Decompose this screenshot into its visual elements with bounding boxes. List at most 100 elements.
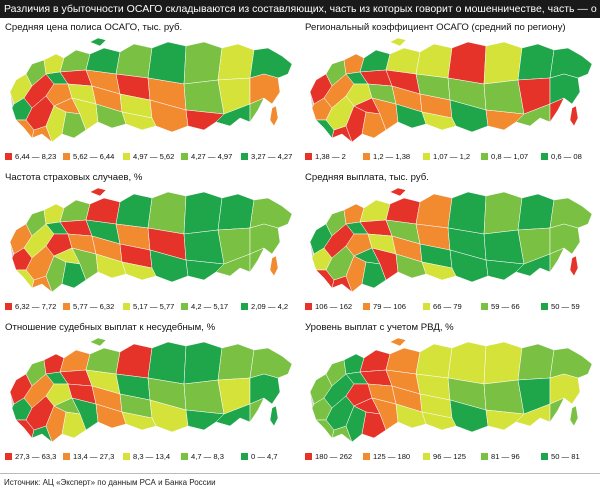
russia-map [9, 187, 293, 293]
map-region [249, 223, 281, 255]
legend-item: 4,27 — 4,97 [181, 151, 232, 161]
map-region [359, 199, 391, 223]
map-region [359, 349, 391, 373]
panel-title: Отношение судебных выплат к несудебным, … [5, 322, 216, 333]
map-panel-claims-frequency: Частота страховых случаев, % 6,32 — 7,72… [2, 170, 298, 316]
map-region [485, 109, 525, 131]
map-panel-average-payout: Средняя выплата, тыс. руб. 106 — 162 79 —… [302, 170, 598, 316]
map-region [549, 97, 565, 123]
legend-item: 0,8 — 1,07 [481, 151, 528, 161]
map-region [185, 109, 225, 131]
map-region [549, 373, 581, 405]
legend-item: 5,62 — 6,44 [63, 151, 114, 161]
map-region [483, 41, 523, 85]
map-region [361, 411, 387, 439]
legend-swatch [363, 302, 370, 310]
map-region [249, 247, 265, 273]
map-region [95, 253, 127, 279]
russia-map [309, 337, 593, 443]
map-region [61, 261, 87, 289]
legend-item: 66 — 79 [423, 301, 462, 311]
legend-swatch [5, 302, 12, 310]
map-region [89, 37, 107, 47]
map-region [395, 253, 427, 279]
map-region [185, 409, 225, 431]
legend-label: 50 — 59 [551, 301, 580, 311]
map-region [183, 79, 225, 115]
map-region [549, 223, 581, 255]
map-region [389, 187, 407, 197]
legend-label: 66 — 79 [433, 301, 462, 311]
map-region [389, 337, 407, 347]
legend-item: 59 — 66 [481, 301, 520, 311]
legend-label: 4,27 — 4,97 [191, 151, 233, 161]
map-legend: 1,38 — 2 1,2 — 1,38 1,07 — 1,2 0,8 — 1,07 0,… [305, 151, 597, 161]
map-region [61, 111, 87, 139]
legend-label: 5,77 — 6,32 [73, 301, 115, 311]
map-region [447, 191, 487, 235]
map-region [483, 191, 523, 235]
legend-label: 0,6 — 08 [551, 151, 582, 161]
map-region [269, 405, 279, 427]
legend-item: 79 — 106 [363, 301, 406, 311]
map-region [249, 73, 281, 105]
map-region [569, 105, 579, 127]
map-region [147, 41, 187, 85]
map-region [59, 49, 91, 73]
map-region [121, 411, 157, 431]
map-region [59, 199, 91, 223]
footer-divider [0, 473, 600, 474]
map-region [517, 43, 555, 81]
map-region [249, 47, 293, 79]
legend-item: 0,6 — 08 [541, 151, 582, 161]
map-region [359, 49, 391, 73]
legend-swatch [363, 452, 370, 460]
legend-label: 5,17 — 5,77 [133, 301, 175, 311]
legend-label: 180 — 262 [315, 451, 353, 461]
map-region [59, 349, 91, 373]
map-region [415, 343, 453, 379]
map-region [269, 255, 279, 277]
legend-label: 8,3 — 13,4 [133, 451, 171, 461]
map-region [95, 403, 127, 429]
map-region [483, 229, 525, 265]
legend-item: 125 — 180 [363, 451, 410, 461]
map-region [71, 97, 99, 131]
russia-map [309, 187, 593, 293]
legend-swatch [63, 452, 70, 460]
map-region [185, 259, 225, 281]
legend-swatch [123, 452, 130, 460]
legend-item: 6,32 — 7,72 [5, 301, 56, 311]
map-region [249, 97, 265, 123]
legend-item: 1,38 — 2 [305, 151, 346, 161]
map-region [85, 47, 121, 75]
legend-item: 106 — 162 [305, 301, 352, 311]
map-region [483, 79, 525, 115]
legend-swatch [123, 152, 130, 160]
map-region [361, 261, 387, 289]
legend-item: 5,77 — 6,32 [63, 301, 114, 311]
legend-label: 81 — 96 [491, 451, 520, 461]
panel-title: Частота страховых случаев, % [5, 172, 143, 183]
map-region [121, 111, 157, 131]
map-panel-court-payouts-ratio: Отношение судебных выплат к несудебным, … [2, 320, 298, 466]
map-region [415, 43, 453, 79]
legend-swatch [481, 302, 488, 310]
legend-item: 1,2 — 1,38 [363, 151, 410, 161]
legend-item: 4,7 — 8,3 [181, 451, 224, 461]
legend-swatch [63, 302, 70, 310]
legend-swatch [181, 302, 188, 310]
legend-item: 4,2 — 5,17 [181, 301, 228, 311]
legend-label: 59 — 66 [491, 301, 520, 311]
legend-label: 96 — 125 [433, 451, 466, 461]
legend-item: 50 — 81 [541, 451, 580, 461]
map-region [115, 193, 153, 229]
map-region [447, 341, 487, 385]
map-region [371, 397, 399, 431]
map-region [385, 47, 421, 75]
map-region [183, 379, 225, 415]
legend-item: 81 — 96 [481, 451, 520, 461]
map-region [71, 247, 99, 281]
legend-swatch [423, 152, 430, 160]
map-legend: 6,32 — 7,72 5,77 — 6,32 5,17 — 5,77 4,2 — 5… [5, 301, 297, 311]
